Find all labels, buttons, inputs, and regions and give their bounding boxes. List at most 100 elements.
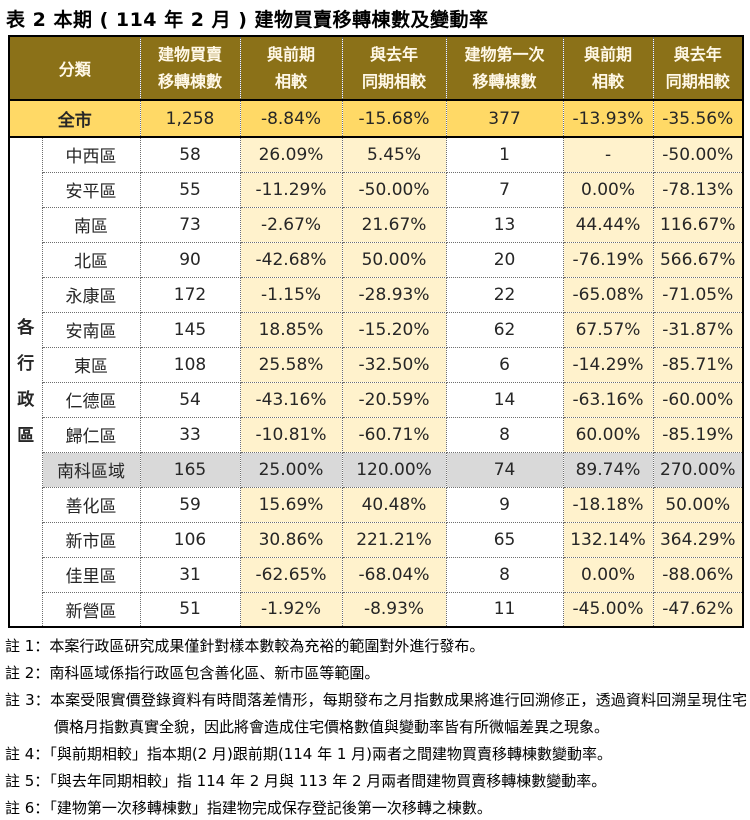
table-row: 新市區 106 30.86% 221.21% 65 132.14% 364.29% <box>9 521 744 558</box>
district-value: -1.92% <box>239 591 343 628</box>
district-value: 364.29% <box>652 521 744 558</box>
header-line: 與去年 <box>370 45 419 64</box>
city-total-row: 全市 1,258 -8.84% -15.68% 377 -13.93% -35.… <box>8 99 744 138</box>
footnote-text: 「與去年同期相較」指 114 年 2 月與 113 年 2 月兩者間建物買賣移轉… <box>49 772 607 790</box>
district-value: 73 <box>139 206 241 243</box>
district-value: 31 <box>139 556 241 593</box>
row-group-label-cell: 各行政區 <box>8 136 43 628</box>
footnote-label: 註 1： <box>5 637 50 655</box>
district-name: 善化區 <box>41 486 141 523</box>
table-row: 南區 73 -2.67% 21.67% 13 44.44% 116.67% <box>9 206 744 243</box>
district-value: 90 <box>139 241 241 278</box>
footnote-text: 南科區域係指行政區包含善化區、新市區等範圍。 <box>49 664 380 682</box>
district-value: -88.06% <box>652 556 744 593</box>
header-line: 與前期 <box>584 45 633 64</box>
district-value: -14.29% <box>562 346 654 383</box>
district-value: 26.09% <box>239 136 343 173</box>
district-value: -62.65% <box>239 556 343 593</box>
district-value: -50.00% <box>652 136 744 173</box>
district-value: 7 <box>445 171 564 208</box>
footnote-text: 本案行政區研究成果僅針對樣本數較為充裕的範圍對外進行發布。 <box>49 637 485 655</box>
district-value: 58 <box>139 136 241 173</box>
header-line: 相較 <box>592 72 625 91</box>
district-value: 165 <box>139 451 241 488</box>
district-value: 6 <box>445 346 564 383</box>
district-value: 106 <box>139 521 241 558</box>
table-row: 安南區 145 18.85% -15.20% 62 67.57% -31.87% <box>9 311 744 348</box>
district-value: -71.05% <box>652 276 744 313</box>
district-value: -85.71% <box>652 346 744 383</box>
header-line: 與去年 <box>673 45 722 64</box>
footnote-label: 註 5： <box>5 772 50 790</box>
row-group-label: 各行政區 <box>17 318 35 446</box>
building-transfer-table: 分類 建物買賣 移轉棟數 與前期 相較 與去年 同期相較 建物第一次 移轉棟數 <box>8 35 745 628</box>
footnote: 註 4：「與前期相較」指本期(2 月)跟前期(114 年 1 月)兩者之間建物買… <box>5 741 747 768</box>
district-value: 33 <box>139 416 241 453</box>
header-line: 同期相較 <box>362 72 427 91</box>
header-line: 移轉棟數 <box>158 72 223 91</box>
district-name: 歸仁區 <box>41 416 141 453</box>
district-value: -8.93% <box>341 591 447 628</box>
district-value: 13 <box>445 206 564 243</box>
header-line: 建物買賣 <box>158 45 223 64</box>
table-row: 北區 90 -42.68% 50.00% 20 -76.19% 566.67% <box>9 241 744 278</box>
footnote-text: 「建物第一次移轉棟數」指建物完成保存登記後第一次移轉之棟數。 <box>49 799 492 817</box>
table-row: 永康區 172 -1.15% -28.93% 22 -65.08% -71.05% <box>9 276 744 313</box>
table-row: 安平區 55 -11.29% -50.00% 7 0.00% -78.13% <box>9 171 744 208</box>
district-name: 安平區 <box>41 171 141 208</box>
district-value: -65.08% <box>562 276 654 313</box>
district-value: -20.59% <box>341 381 447 418</box>
footnote-label: 註 4： <box>5 745 50 763</box>
district-value: 44.44% <box>562 206 654 243</box>
district-value: -60.00% <box>652 381 744 418</box>
header-category: 分類 <box>8 35 141 101</box>
district-value: 132.14% <box>562 521 654 558</box>
city-value: -8.84% <box>239 99 343 138</box>
district-name: 仁德區 <box>41 381 141 418</box>
district-name: 安南區 <box>41 311 141 348</box>
district-value: -78.13% <box>652 171 744 208</box>
district-name: 東區 <box>41 346 141 383</box>
district-value: -11.29% <box>239 171 343 208</box>
district-name: 北區 <box>41 241 141 278</box>
district-name: 佳里區 <box>41 556 141 593</box>
district-value: -10.81% <box>239 416 343 453</box>
footnote: 註 3：本案受限實價登錄資料有時間落差情形，每期發布之月指數成果將進行回溯修正，… <box>5 687 747 741</box>
district-value: 11 <box>445 591 564 628</box>
city-value: -15.68% <box>341 99 447 138</box>
district-value: -63.16% <box>562 381 654 418</box>
city-value: 1,258 <box>139 99 241 138</box>
district-value: 50.00% <box>341 241 447 278</box>
district-value: 172 <box>139 276 241 313</box>
district-value: 40.48% <box>341 486 447 523</box>
district-value: 67.57% <box>562 311 654 348</box>
district-value: 0.00% <box>562 171 654 208</box>
district-value: -85.19% <box>652 416 744 453</box>
district-value: 55 <box>139 171 241 208</box>
header-line: 同期相較 <box>665 72 730 91</box>
city-value: -13.93% <box>562 99 654 138</box>
table-row: 新營區 51 -1.92% -8.93% 11 -45.00% -47.62% <box>9 591 744 628</box>
footnote: 註 6：「建物第一次移轉棟數」指建物完成保存登記後第一次移轉之棟數。 <box>5 795 747 820</box>
district-value: -32.50% <box>341 346 447 383</box>
footnote-label: 註 3： <box>5 691 50 709</box>
footnote-text: 「與前期相較」指本期(2 月)跟前期(114 年 1 月)兩者之間建物買賣移轉棟… <box>49 745 613 763</box>
table-header-row: 分類 建物買賣 移轉棟數 與前期 相較 與去年 同期相較 建物第一次 移轉棟數 <box>8 35 744 101</box>
district-value: -68.04% <box>341 556 447 593</box>
district-value: 18.85% <box>239 311 343 348</box>
header-vs-last-year-2: 與去年 同期相較 <box>652 35 744 101</box>
district-value: 25.00% <box>239 451 343 488</box>
district-value: 50.00% <box>652 486 744 523</box>
district-value: 65 <box>445 521 564 558</box>
header-line: 與前期 <box>267 45 316 64</box>
district-value: 15.69% <box>239 486 343 523</box>
header-line: 相較 <box>275 72 308 91</box>
table-title: 表 2 本期 ( 114 年 2 月 ) 建物買賣移轉棟數及變動率 <box>6 9 489 31</box>
district-value: -1.15% <box>239 276 343 313</box>
district-value: -18.18% <box>562 486 654 523</box>
district-value: 8 <box>445 556 564 593</box>
table-row: 仁德區 54 -43.16% -20.59% 14 -63.16% -60.00% <box>9 381 744 418</box>
district-name: 永康區 <box>41 276 141 313</box>
district-value: 54 <box>139 381 241 418</box>
